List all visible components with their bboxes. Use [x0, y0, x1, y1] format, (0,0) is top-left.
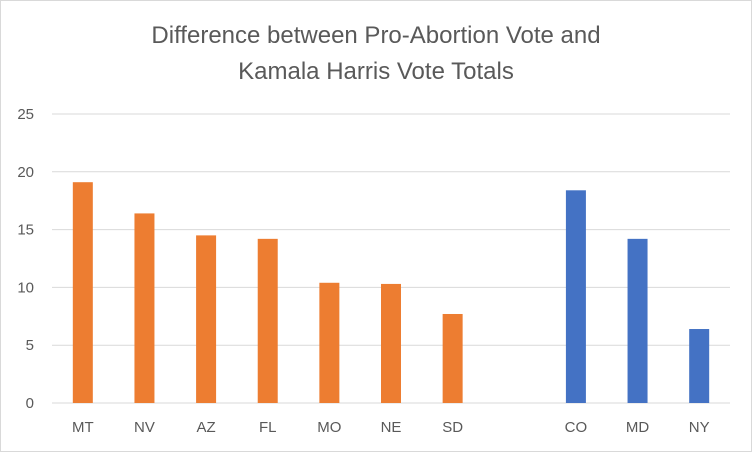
- y-tick-label: 0: [26, 395, 34, 412]
- x-tick-label: NE: [381, 419, 402, 436]
- x-axis-tick-labels: MT NV AZ FL MO NE SD CO MD NY: [72, 419, 710, 436]
- chart-title-line-2: Kamala Harris Vote Totals: [238, 58, 514, 85]
- bar-sd: [442, 313, 463, 403]
- x-tick-label: AZ: [197, 419, 216, 436]
- y-tick-label: 15: [17, 222, 34, 239]
- x-tick-label: CO: [565, 419, 588, 436]
- bar-mo: [319, 282, 340, 403]
- x-tick-label: NY: [689, 419, 710, 436]
- bar-az: [196, 235, 217, 403]
- x-tick-label: NV: [134, 419, 155, 436]
- x-tick-label: FL: [259, 419, 277, 436]
- y-tick-label: 10: [17, 279, 34, 296]
- x-tick-label: SD: [442, 419, 463, 436]
- y-tick-label: 25: [17, 106, 34, 123]
- x-tick-label: MD: [626, 419, 649, 436]
- y-axis-tick-labels: 0 5 10 15 20 25: [17, 106, 34, 412]
- y-tick-label: 5: [26, 337, 34, 354]
- bar-mt: [72, 182, 93, 403]
- bar-fl: [257, 238, 278, 403]
- bar-ny: [689, 329, 710, 403]
- x-tick-label: MO: [317, 419, 341, 436]
- y-tick-label: 20: [17, 164, 34, 181]
- bar-nv: [134, 213, 155, 403]
- chart-title: Difference between Pro-Abortion Vote and…: [0, 18, 752, 90]
- bar-md: [627, 238, 648, 403]
- chart-title-line-1: Difference between Pro-Abortion Vote and: [151, 22, 601, 49]
- bar-co: [565, 190, 586, 403]
- bars: [72, 182, 710, 403]
- x-tick-label: MT: [72, 419, 94, 436]
- bar-ne: [381, 283, 401, 403]
